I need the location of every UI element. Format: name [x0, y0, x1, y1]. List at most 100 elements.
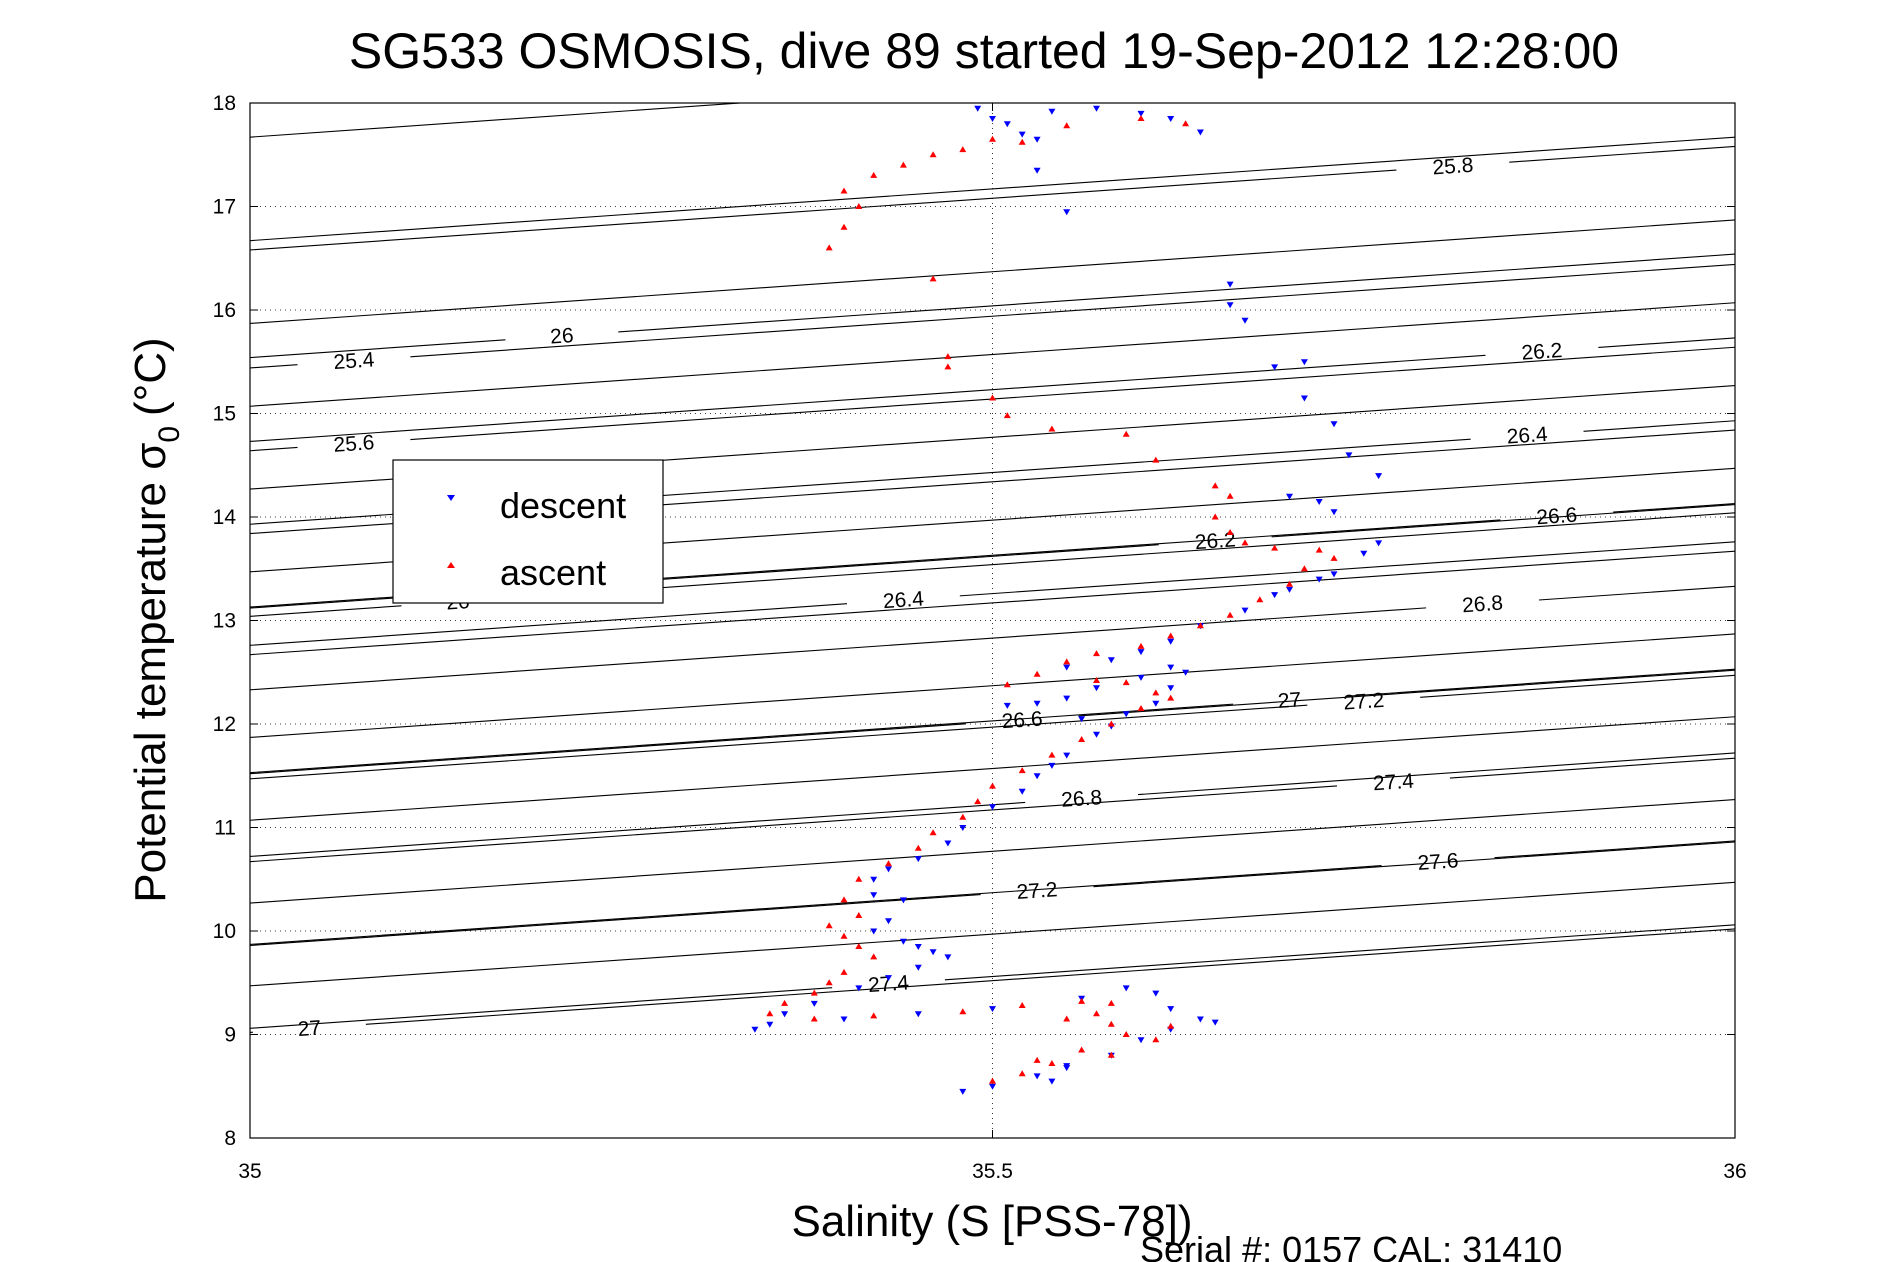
isopycnal-lines: 25.425.625.625.825.826262626.226.226.226…: [250, 0, 1891, 1042]
isopycnal-27.2: 27.2: [250, 674, 1735, 780]
y-axis-label-subscript: 0: [153, 426, 186, 443]
descent-point: [1122, 711, 1130, 718]
isopycnal-label: 26.8: [1060, 786, 1102, 812]
descent-point: [1033, 136, 1041, 143]
descent-point: [1137, 1037, 1145, 1044]
y-tick-label: 11: [214, 817, 236, 840]
isopycnal-line: [1137, 752, 1735, 796]
descent-point: [989, 1006, 996, 1013]
ascent-point: [870, 953, 878, 960]
ascent-point: [944, 363, 952, 370]
ascent-point: [959, 146, 967, 153]
descent-point: [1093, 685, 1100, 692]
scatter-series: [751, 105, 1383, 1095]
isopycnal-line: [250, 799, 1735, 904]
isopycnal-line: [250, 1031, 254, 1033]
ascent-point: [1107, 999, 1115, 1006]
ascent-point: [1137, 115, 1145, 121]
ascent-point: [1286, 580, 1293, 587]
isopycnal-label: 27: [297, 1017, 322, 1042]
ascent-point: [1078, 736, 1086, 742]
descent-point: [899, 897, 907, 904]
ascent-point: [825, 244, 833, 251]
isopycnal-line: [250, 801, 1026, 858]
isopycnal-label: 26.4: [1506, 423, 1549, 449]
ascent-point: [1018, 1070, 1026, 1077]
ascent-point: [840, 896, 848, 903]
ascent-point: [929, 829, 937, 836]
ascent-point: [870, 171, 878, 178]
y-tick-label: 16: [213, 299, 236, 322]
ascent-point: [781, 999, 789, 1006]
isopycnal-line: [250, 785, 1338, 863]
ascent-point: [1241, 539, 1249, 546]
isopycnal-line: [250, 467, 1735, 573]
ascent-point: [1211, 513, 1219, 520]
isopycnal-line: [250, 704, 1308, 780]
descent-point: [1226, 281, 1234, 288]
isopycnal-25.4: 25.4: [250, 263, 1735, 374]
ascent-point: [825, 922, 833, 929]
descent-point: [914, 1011, 922, 1018]
x-tick-label: 36: [1723, 1160, 1746, 1183]
isopycnal-label: 26.4: [1833, 199, 1876, 225]
ascent-point: [959, 1008, 967, 1015]
isopycnal-line: [1583, 420, 1735, 432]
ascent-point: [1107, 1051, 1115, 1058]
isopycnal-line: [1673, 0, 1891, 38]
isopycnal-26: 26: [250, 253, 1735, 359]
ascent-point: [1048, 1060, 1056, 1066]
ascent-point: [1018, 138, 1026, 145]
isopycnal-line: [250, 987, 833, 1029]
ascent-point: [1152, 456, 1160, 463]
ascent-point: [914, 844, 922, 851]
isopycnal-line: [1093, 841, 1735, 888]
isopycnal-line: [1598, 337, 1735, 349]
ascent-point: [1167, 694, 1175, 701]
ascent-point: [1093, 650, 1100, 657]
ascent-point: [810, 1015, 818, 1022]
descent-point: [899, 938, 907, 945]
isopycnal-25.8: 25.8: [250, 145, 1735, 251]
descent-point: [1152, 990, 1160, 997]
descent-point: [1241, 317, 1249, 324]
isopycnal-26.4: 26.4: [250, 420, 1735, 525]
descent-point: [1033, 1073, 1041, 1080]
descent-point: [1182, 669, 1190, 676]
descent-point: [870, 928, 878, 935]
legend-label-descent: descent: [500, 485, 626, 526]
ascent-point: [1315, 546, 1323, 553]
isopycnal-label: 26.6: [1536, 504, 1578, 530]
isopycnal-label: 26.6: [1001, 707, 1043, 733]
descent-point: [810, 1000, 818, 1007]
isopycnal-27: 27: [250, 668, 1735, 774]
ascent-point: [1078, 1046, 1086, 1053]
descent-point: [1048, 1078, 1056, 1085]
isopycnal-26.6: 26.6: [250, 302, 1735, 407]
isopycnal-label: 27.2: [1016, 878, 1058, 904]
descent-point: [1167, 685, 1175, 692]
descent-point: [1093, 731, 1100, 738]
ascent-point: [1093, 1010, 1100, 1017]
isopycnal-line: [250, 607, 1427, 691]
y-axis-label-main: Potential temperature σ: [126, 443, 175, 903]
descent-point: [1167, 116, 1175, 122]
ascent-point: [1122, 679, 1130, 686]
isopycnal-line: [1449, 757, 1735, 779]
isopycnal-line: [250, 716, 1735, 821]
serial-footer: Serial #: 0157 CAL: 31410: [1140, 1229, 1562, 1262]
descent-point: [1315, 576, 1323, 583]
isopycnal-line: [250, 865, 1382, 946]
descent-point: [1211, 1019, 1219, 1026]
isopycnal-27.4: 27.4: [250, 924, 1735, 1029]
legend-marker-ascent: [447, 562, 455, 568]
isopycnal-26.8: 26.8: [250, 752, 1735, 858]
ascent-point: [840, 932, 848, 939]
descent-point: [914, 856, 922, 863]
isopycnal-line: [250, 302, 1735, 407]
isopycnal-line: [250, 519, 1501, 608]
isopycnal-line: [1538, 585, 1735, 601]
isopycnal-line: [250, 219, 1735, 325]
descent-point: [1196, 129, 1204, 136]
isopycnal-line: [1345, 668, 1735, 697]
